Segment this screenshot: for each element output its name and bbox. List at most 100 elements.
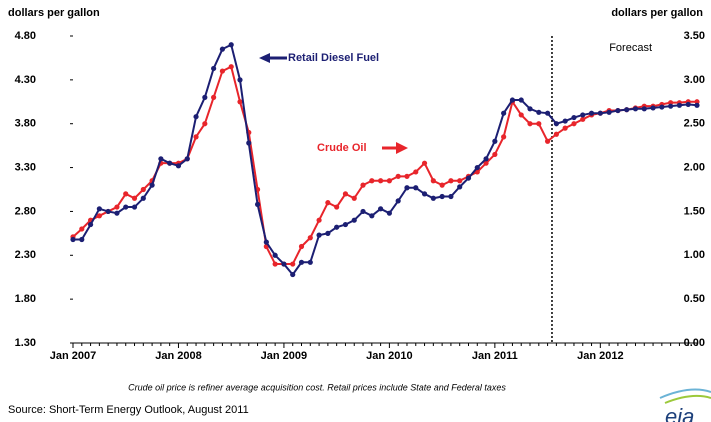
point bbox=[439, 182, 445, 188]
point bbox=[351, 195, 357, 201]
point bbox=[334, 224, 340, 230]
point bbox=[87, 221, 94, 228]
y2-tick-label: 2.50 bbox=[684, 118, 705, 130]
point bbox=[571, 121, 577, 127]
point bbox=[650, 105, 656, 111]
point bbox=[246, 140, 252, 146]
point bbox=[404, 185, 410, 191]
point bbox=[562, 118, 568, 124]
point bbox=[325, 230, 331, 236]
point bbox=[360, 208, 366, 215]
point bbox=[202, 121, 208, 127]
point bbox=[79, 226, 85, 232]
point bbox=[272, 261, 278, 267]
point bbox=[96, 213, 102, 219]
y-axis-label: dollars per gallon bbox=[8, 7, 100, 19]
series-line bbox=[72, 65, 697, 266]
point bbox=[237, 77, 243, 83]
y2-tick-label: 1.00 bbox=[684, 249, 705, 261]
point bbox=[114, 204, 120, 210]
y-tick-label: 3.80 bbox=[15, 118, 36, 130]
point bbox=[527, 106, 533, 112]
point bbox=[404, 173, 410, 179]
x-tick-label: Jan 2011 bbox=[472, 350, 518, 362]
point bbox=[369, 213, 375, 219]
point bbox=[131, 195, 138, 201]
y2-tick-label: 0.00 bbox=[684, 337, 705, 349]
point bbox=[518, 97, 524, 103]
point bbox=[228, 64, 234, 70]
point bbox=[615, 107, 621, 114]
point bbox=[316, 217, 322, 223]
source: Source: Short-Term Energy Outlook, Augus… bbox=[8, 404, 249, 416]
point bbox=[281, 261, 287, 267]
y-tick-label: 1.80 bbox=[15, 293, 36, 305]
y2-tick-label: 3.50 bbox=[684, 30, 705, 42]
point bbox=[237, 99, 243, 105]
point bbox=[123, 191, 129, 197]
point bbox=[70, 236, 76, 243]
point bbox=[606, 109, 612, 115]
logo-swoosh bbox=[664, 394, 711, 404]
y-tick-label: 1.30 bbox=[15, 337, 36, 349]
point bbox=[553, 121, 559, 127]
point bbox=[290, 261, 296, 267]
point bbox=[465, 175, 472, 181]
point bbox=[131, 204, 138, 210]
point bbox=[123, 204, 129, 210]
y-tick-label: 2.30 bbox=[15, 249, 36, 261]
footnote: Crude oil price is refiner average acqui… bbox=[128, 382, 506, 392]
point bbox=[597, 110, 603, 116]
point bbox=[421, 160, 428, 166]
point bbox=[211, 65, 217, 72]
point bbox=[492, 151, 498, 158]
point bbox=[202, 94, 208, 100]
point bbox=[413, 185, 419, 191]
x-tick-label: Jan 2008 bbox=[155, 350, 201, 362]
point bbox=[263, 239, 269, 245]
point bbox=[483, 160, 489, 166]
point bbox=[457, 184, 463, 190]
point bbox=[254, 201, 261, 208]
point bbox=[685, 101, 691, 108]
point bbox=[378, 178, 384, 184]
y-tick-label: 4.80 bbox=[15, 30, 36, 42]
point bbox=[184, 156, 190, 162]
point bbox=[316, 232, 322, 238]
point bbox=[219, 46, 226, 52]
point bbox=[105, 208, 111, 215]
point bbox=[307, 259, 313, 265]
point bbox=[562, 125, 568, 131]
point bbox=[386, 210, 392, 216]
y2-axis-label: dollars per gallon bbox=[611, 7, 703, 19]
point bbox=[474, 164, 480, 171]
point bbox=[509, 97, 516, 103]
point bbox=[298, 243, 305, 250]
point bbox=[386, 178, 392, 184]
point bbox=[518, 112, 524, 118]
point bbox=[483, 156, 489, 162]
point bbox=[694, 102, 700, 108]
point bbox=[334, 204, 340, 210]
point bbox=[457, 178, 463, 184]
point bbox=[140, 186, 146, 193]
logo-swoosh bbox=[659, 388, 711, 399]
y2-tick-label: 2.00 bbox=[684, 161, 705, 173]
x-tick-label: Jan 2007 bbox=[50, 350, 96, 362]
point bbox=[580, 116, 586, 122]
crude-arrow bbox=[382, 142, 408, 154]
point bbox=[149, 182, 155, 188]
point bbox=[641, 106, 647, 112]
point bbox=[501, 134, 507, 140]
point bbox=[676, 102, 683, 108]
point bbox=[378, 206, 384, 212]
crude-label: Crude Oil bbox=[317, 142, 367, 154]
point bbox=[544, 138, 551, 144]
point bbox=[421, 191, 428, 197]
point bbox=[395, 173, 401, 179]
point bbox=[580, 112, 586, 118]
diesel-label: Retail Diesel Fuel bbox=[288, 52, 379, 64]
point bbox=[632, 106, 639, 112]
point bbox=[175, 163, 182, 169]
